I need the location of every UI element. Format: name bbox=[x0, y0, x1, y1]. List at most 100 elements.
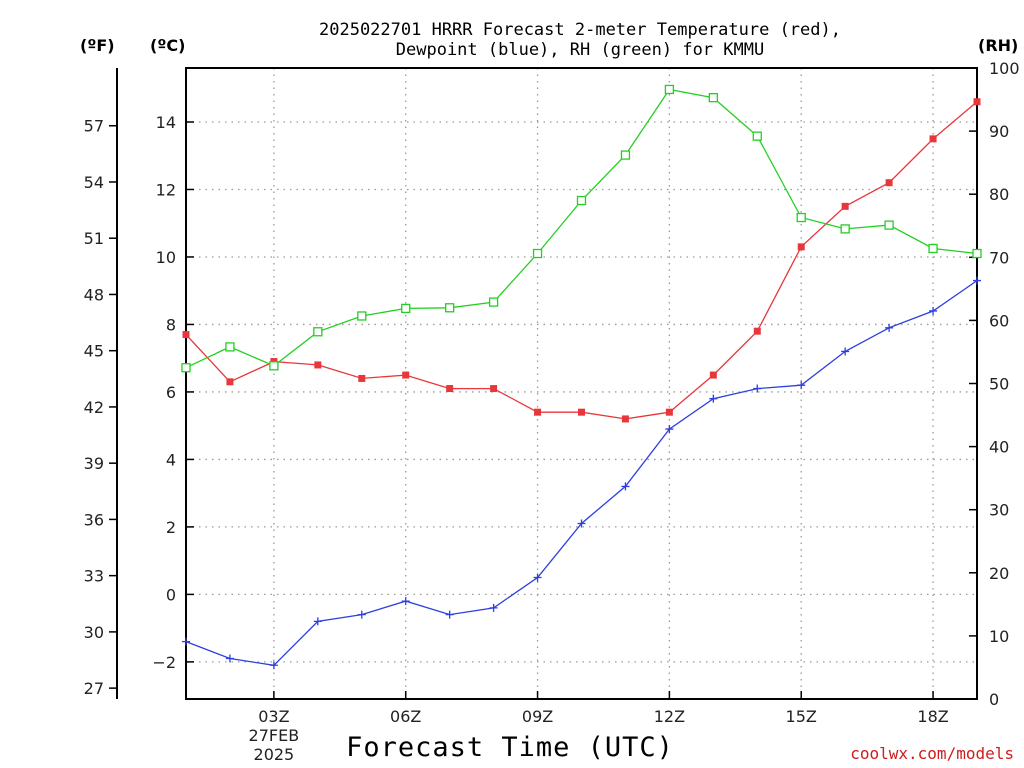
rh-tick-label: 70 bbox=[989, 248, 1009, 267]
fahrenheit-tick-label: 42 bbox=[84, 398, 104, 417]
plot-frame bbox=[185, 67, 978, 700]
x-tick-sublabel: 2025 bbox=[254, 745, 295, 764]
rh-marker bbox=[620, 150, 631, 160]
rh-tick-label: 10 bbox=[989, 627, 1009, 646]
dewpoint-marker bbox=[357, 610, 366, 619]
dewpoint-marker bbox=[753, 384, 762, 393]
dewpoint-marker bbox=[401, 597, 410, 606]
x-tick-label: 18Z bbox=[917, 707, 948, 726]
rh-unit-label: (RH) bbox=[978, 36, 1019, 55]
dewpoint-marker bbox=[621, 482, 630, 491]
chart-title-line-1: 2025022701 HRRR Forecast 2-meter Tempera… bbox=[319, 20, 841, 40]
temperature-marker bbox=[446, 385, 454, 393]
rh-marker bbox=[664, 84, 675, 95]
temperature-marker bbox=[621, 415, 629, 423]
x-tick-label: 15Z bbox=[786, 707, 817, 726]
dewpoint-marker bbox=[182, 637, 190, 646]
chart-grid bbox=[186, 68, 977, 699]
rh-tick-label: 90 bbox=[989, 122, 1009, 141]
x-tick-label: 06Z bbox=[390, 707, 421, 726]
rh-tick-label: 30 bbox=[989, 501, 1009, 520]
temperature-marker bbox=[841, 202, 849, 210]
celsius-tick-label: 2 bbox=[166, 518, 176, 537]
temperature-marker bbox=[578, 408, 585, 416]
celsius-tick-label: −2 bbox=[152, 653, 176, 672]
fahrenheit-tick-label: 39 bbox=[84, 454, 104, 473]
temperature-marker bbox=[402, 371, 410, 379]
rh-marker bbox=[972, 248, 982, 259]
temperature-marker bbox=[358, 374, 366, 382]
celsius-tick-label: 6 bbox=[166, 383, 176, 402]
rh-tick-label: 0 bbox=[989, 690, 999, 709]
fahrenheit-tick-label: 36 bbox=[84, 510, 104, 529]
rh-marker bbox=[445, 303, 455, 313]
rh-marker bbox=[796, 212, 806, 223]
dewpoint-marker bbox=[709, 394, 718, 403]
dewpoint-marker bbox=[313, 617, 322, 626]
dewpoint-marker bbox=[577, 519, 586, 528]
rh-tick-label: 80 bbox=[989, 185, 1009, 204]
celsius-tick-label: 14 bbox=[156, 113, 176, 132]
credit-text: coolwx.com/models bbox=[850, 744, 1014, 763]
temperature-marker bbox=[226, 378, 234, 386]
temperature-marker bbox=[182, 331, 190, 339]
celsius-tick-label: 12 bbox=[156, 180, 176, 199]
rh-tick-label: 50 bbox=[989, 375, 1009, 394]
dewpoint-marker bbox=[885, 323, 894, 332]
rh-marker bbox=[752, 131, 762, 141]
rh-marker bbox=[181, 363, 191, 373]
chart-title-line-2: Dewpoint (blue), RH (green) for KMMU bbox=[395, 40, 765, 60]
dewpoint-marker bbox=[841, 347, 850, 356]
fahrenheit-tick-label: 27 bbox=[84, 679, 104, 698]
dewpoint-marker bbox=[445, 610, 454, 619]
rh-tick-label: 40 bbox=[989, 438, 1009, 457]
rh-marker bbox=[928, 243, 938, 254]
rh-marker bbox=[225, 342, 235, 352]
temperature-line bbox=[185, 101, 978, 420]
x-axis-label: Forecast Time (UTC) bbox=[346, 732, 674, 763]
dewpoint-marker bbox=[489, 603, 498, 612]
fahrenheit-tick-label: 51 bbox=[84, 229, 104, 248]
celsius-unit-label: (ºC) bbox=[150, 36, 186, 55]
rh-tick-label: 20 bbox=[989, 564, 1009, 583]
temperature-marker bbox=[885, 179, 893, 187]
dewpoint-marker bbox=[973, 276, 981, 285]
rh-marker bbox=[357, 311, 367, 321]
celsius-tick-label: 4 bbox=[166, 450, 176, 469]
rh-marker bbox=[532, 248, 543, 259]
temperature-marker bbox=[797, 243, 805, 251]
temperature-marker bbox=[929, 135, 937, 143]
fahrenheit-tick-label: 48 bbox=[84, 285, 104, 304]
dewpoint-marker bbox=[533, 573, 542, 582]
temperature-marker bbox=[973, 98, 981, 106]
celsius-tick-label: 10 bbox=[156, 248, 176, 267]
x-tick-sublabel: 27FEB bbox=[249, 726, 300, 745]
rh-tick-label: 60 bbox=[989, 311, 1009, 330]
celsius-tick-label: 0 bbox=[166, 585, 176, 604]
temperature-marker bbox=[490, 385, 498, 393]
dewpoint-marker bbox=[225, 654, 234, 663]
rh-marker bbox=[269, 361, 279, 371]
temperature-marker bbox=[665, 408, 673, 416]
x-tick-label: 12Z bbox=[654, 707, 685, 726]
rh-marker bbox=[313, 327, 323, 337]
dewpoint-marker bbox=[929, 306, 938, 315]
dewpoint-marker bbox=[665, 425, 674, 434]
x-tick-label: 09Z bbox=[522, 707, 553, 726]
rh-marker bbox=[840, 224, 850, 234]
celsius-tick-label: 8 bbox=[166, 315, 176, 334]
temperature-marker bbox=[753, 327, 761, 335]
dewpoint-marker bbox=[797, 381, 806, 390]
temperature-marker bbox=[534, 408, 542, 416]
dewpoint-line bbox=[185, 280, 978, 666]
fahrenheit-tick-label: 30 bbox=[84, 623, 104, 642]
fahrenheit-unit-label: (ºF) bbox=[80, 36, 115, 55]
rh-marker bbox=[488, 297, 499, 307]
rh-line bbox=[185, 88, 978, 369]
rh-marker bbox=[401, 303, 411, 314]
temperature-marker bbox=[314, 361, 322, 369]
dewpoint-marker bbox=[269, 661, 278, 670]
rh-marker bbox=[576, 195, 587, 206]
